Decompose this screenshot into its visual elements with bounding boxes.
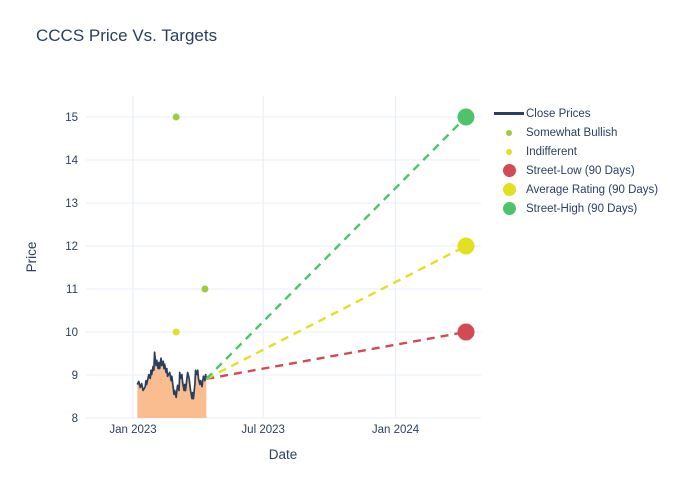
legend-item-label: Street-Low (90 Days) (526, 164, 635, 177)
legend-dot-swatch (502, 202, 516, 215)
x-tick-label: Jan 2024 (372, 424, 420, 436)
legend-item[interactable]: Indifferent (492, 142, 658, 161)
y-tick-label: 11 (66, 284, 78, 296)
rating-dot (172, 328, 180, 336)
close-prices-area (137, 352, 207, 418)
legend-item-label: Close Prices (526, 107, 591, 120)
x-axis-title: Date (269, 447, 298, 462)
y-tick-label: 9 (72, 370, 78, 382)
y-tick-label: 15 (65, 112, 78, 124)
legend-dot-swatch (506, 129, 512, 136)
y-tick-label: 8 (72, 413, 78, 425)
legend-item[interactable]: Average Rating (90 Days) (492, 180, 658, 199)
legend-item[interactable]: Street-Low (90 Days) (492, 161, 658, 180)
target-dashed-line (206, 330, 467, 381)
target-dot (457, 323, 475, 341)
target-dot (457, 237, 475, 255)
legend-item-label: Average Rating (90 Days) (526, 183, 659, 196)
target-dashed-line (205, 116, 467, 380)
y-axis-title: Price (24, 242, 39, 273)
legend-dot-swatch (502, 183, 516, 196)
plot-layers: 8 9 10 11 12 13 14 15 Jan 2023 Jul 2023 Jan 2024 (65, 96, 481, 436)
legend-dot-swatch (506, 148, 512, 155)
chart-title: CCCS Price Vs. Targets (36, 26, 218, 45)
legend-item-label: Somewhat Bullish (526, 126, 618, 139)
x-tick-label: Jul 2023 (241, 424, 284, 436)
y-tick-label: 14 (65, 155, 78, 167)
legend-item-label: Street-High (90 Days) (526, 202, 638, 215)
x-tick-label: Jan 2023 (109, 424, 156, 436)
chart-legend: Close Prices Somewhat Bullish Indifferent S… (492, 104, 658, 218)
legend-dot-swatch (502, 164, 516, 177)
legend-item[interactable]: Somewhat Bullish (492, 123, 658, 142)
legend-item[interactable]: Street-High (90 Days) (492, 199, 658, 218)
y-tick-label: 13 (65, 198, 78, 210)
y-tick-label: 10 (65, 327, 78, 339)
close-prices-line (136, 351, 208, 400)
legend-item-label: Indifferent (526, 145, 577, 158)
legend-line-swatch (494, 112, 524, 115)
target-dot (457, 108, 475, 126)
target-dashed-line (205, 244, 467, 380)
y-tick-label: 12 (65, 241, 78, 253)
rating-dot (201, 285, 209, 293)
legend-item[interactable]: Close Prices (492, 104, 658, 123)
rating-dot (172, 113, 180, 121)
